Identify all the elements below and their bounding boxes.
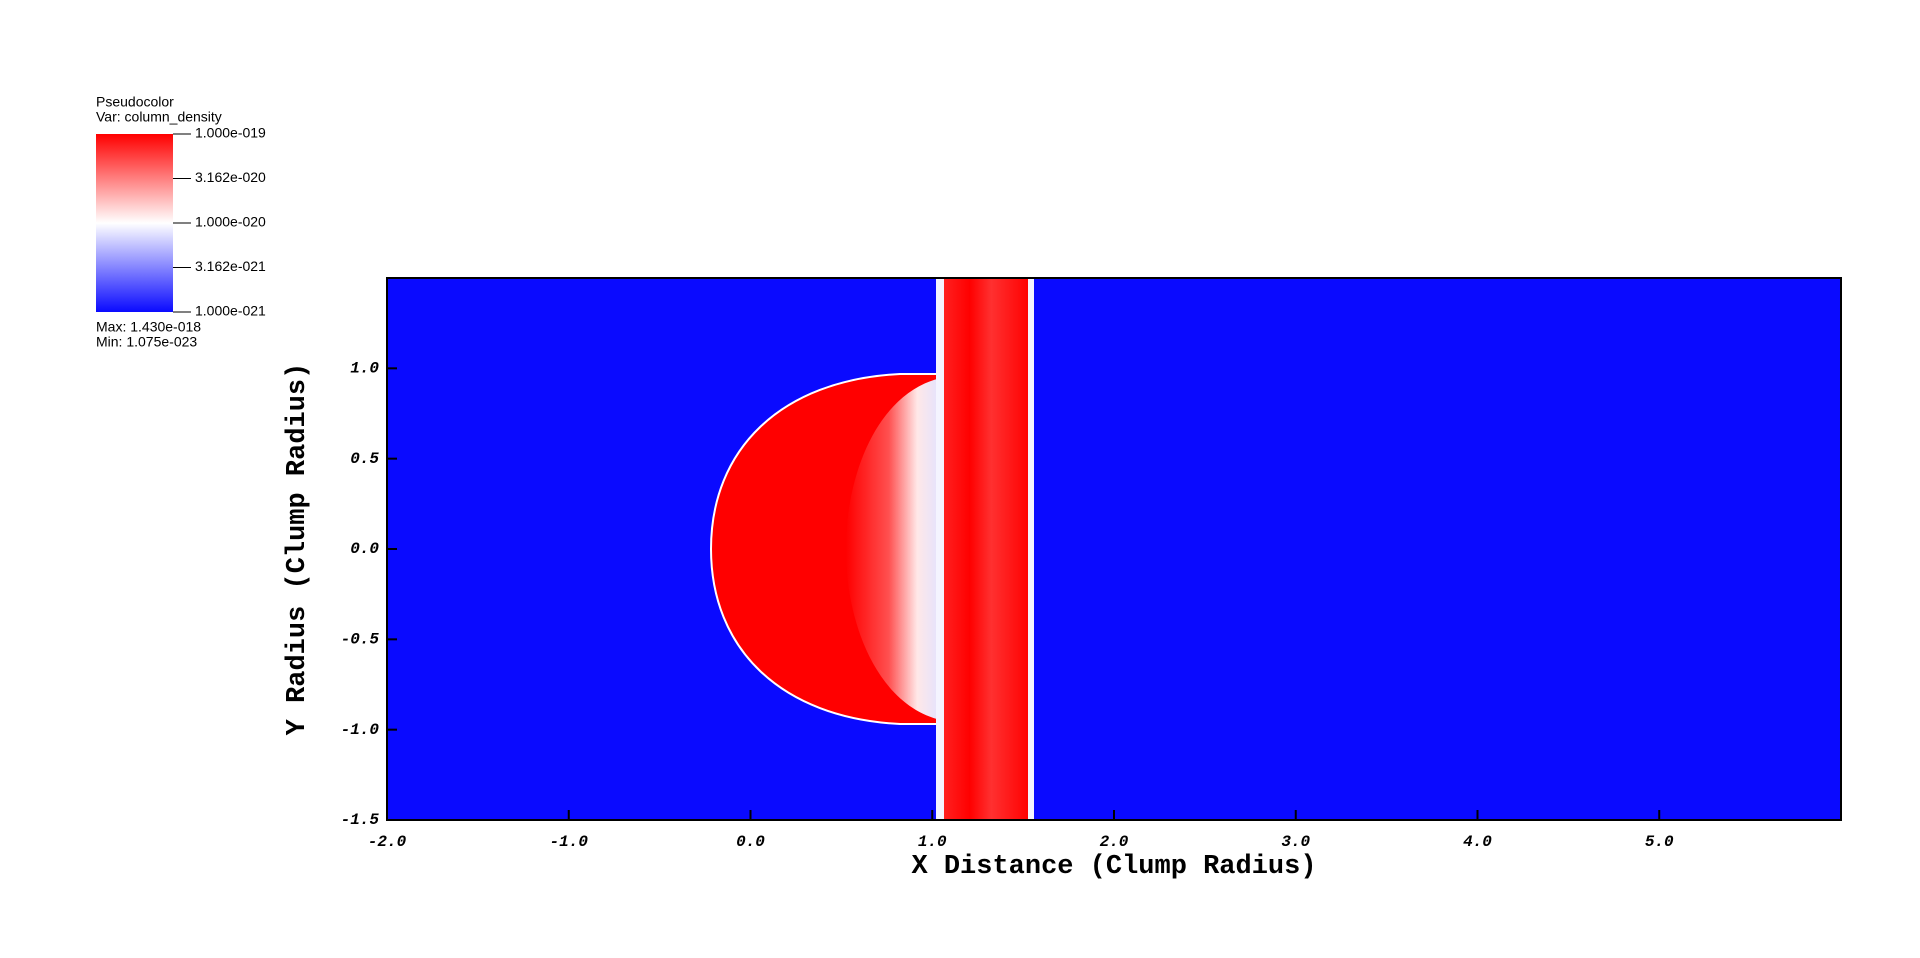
y-tick-label: 0.0 — [350, 540, 379, 558]
colorbar-tick-label: 3.162e-020 — [195, 169, 266, 185]
colorbar-tick-label: 1.000e-021 — [195, 303, 266, 319]
x-tick-label: 0.0 — [736, 833, 765, 851]
clump-shell — [846, 378, 941, 720]
x-tick-label: 3.0 — [1281, 833, 1310, 851]
colorbar — [96, 134, 173, 312]
colorbar-tick-label: 3.162e-021 — [195, 258, 266, 274]
x-tick-label: -2.0 — [368, 833, 407, 851]
y-axis-title: Y Radius (Clump Radius) — [283, 363, 313, 736]
x-tick-label: 5.0 — [1645, 833, 1674, 851]
colorbar-tick-label: 1.000e-020 — [195, 214, 266, 230]
legend-max: Max: 1.430e-018 — [96, 319, 201, 335]
x-axis-title: X Distance (Clump Radius) — [911, 852, 1316, 882]
y-tick-label: -0.5 — [341, 631, 380, 649]
shock-band — [944, 278, 1030, 820]
legend-variable: Var: column_density — [96, 109, 222, 125]
x-tick-label: 4.0 — [1463, 833, 1492, 851]
field — [386, 277, 1842, 821]
shock-edge — [936, 278, 944, 820]
legend-title: Pseudocolor — [96, 94, 174, 110]
y-tick-label: 1.0 — [350, 360, 379, 378]
legend-min: Min: 1.075e-023 — [96, 334, 197, 350]
shock-edge — [1028, 278, 1034, 820]
field-background — [387, 278, 1841, 820]
x-tick-label: 1.0 — [918, 833, 947, 851]
y-tick-label: 0.5 — [350, 450, 379, 468]
x-tick-label: 2.0 — [1100, 833, 1129, 851]
y-tick-label: -1.0 — [341, 721, 380, 739]
colorbar-tick-label: 1.000e-019 — [195, 125, 266, 141]
x-tick-label: -1.0 — [550, 833, 589, 851]
y-tick-label: -1.5 — [341, 811, 380, 829]
